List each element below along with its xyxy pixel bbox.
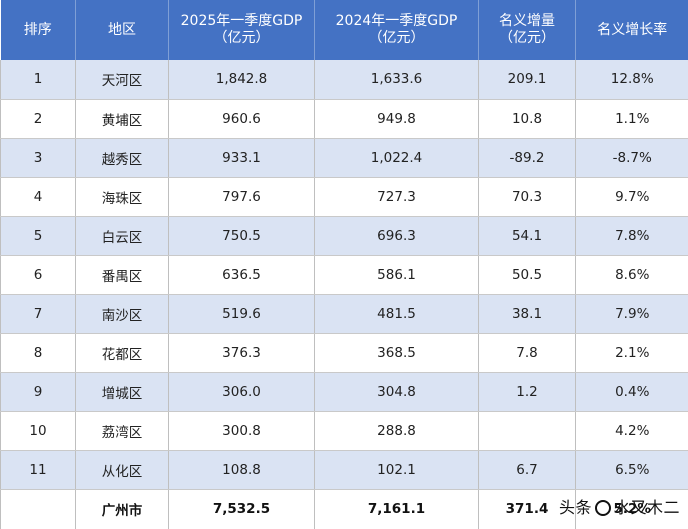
cell-col-gdp-2024: 368.5: [315, 333, 479, 372]
cell-col-rank: 3: [1, 138, 76, 177]
cell-col-district: 天河区: [76, 60, 169, 99]
cell-col-rank: 10: [1, 411, 76, 450]
watermark-name: 水又木二: [614, 498, 680, 517]
cell-col-increment: 70.3: [479, 177, 576, 216]
cell-col-district: 海珠区: [76, 177, 169, 216]
cell-col-gdp-2025: 1,842.8: [169, 60, 315, 99]
watermark-prefix: 头条: [559, 498, 592, 517]
cell-col-increment: 38.1: [479, 294, 576, 333]
header-col-gdp-2025: 2025年一季度GDP（亿元）: [169, 0, 315, 60]
cell-col-rank: 5: [1, 216, 76, 255]
cell-col-increment: [479, 411, 576, 450]
cell-col-growth-rate: 6.5%: [576, 450, 688, 489]
cell-col-gdp-2025: 750.5: [169, 216, 315, 255]
cell-col-district: 荔湾区: [76, 411, 169, 450]
cell-col-rank: 4: [1, 177, 76, 216]
cell-col-district: 从化区: [76, 450, 169, 489]
header-col-rank: 排序: [1, 0, 76, 60]
cell-col-gdp-2025: 636.5: [169, 255, 315, 294]
cell-col-growth-rate: 12.8%: [576, 60, 688, 99]
total-col-gdp-2025: 7,532.5: [169, 489, 315, 529]
cell-col-gdp-2024: 288.8: [315, 411, 479, 450]
cell-col-rank: 2: [1, 99, 76, 138]
cell-col-gdp-2024: 304.8: [315, 372, 479, 411]
header-col-growth-rate: 名义增长率: [576, 0, 688, 60]
cell-col-district: 花都区: [76, 333, 169, 372]
cell-col-gdp-2025: 960.6: [169, 99, 315, 138]
cell-col-increment: 7.8: [479, 333, 576, 372]
cell-col-growth-rate: -8.7%: [576, 138, 688, 177]
cell-col-district: 番禺区: [76, 255, 169, 294]
cell-col-district: 黄埔区: [76, 99, 169, 138]
cell-col-growth-rate: 2.1%: [576, 333, 688, 372]
total-col-gdp-2024: 7,161.1: [315, 489, 479, 529]
cell-col-gdp-2025: 108.8: [169, 450, 315, 489]
cell-col-increment: 54.1: [479, 216, 576, 255]
cell-col-increment: 10.8: [479, 99, 576, 138]
cell-col-gdp-2024: 481.5: [315, 294, 479, 333]
cell-col-gdp-2025: 300.8: [169, 411, 315, 450]
cell-col-gdp-2025: 306.0: [169, 372, 315, 411]
cell-col-growth-rate: 0.4%: [576, 372, 688, 411]
cell-col-district: 白云区: [76, 216, 169, 255]
cell-col-gdp-2024: 727.3: [315, 177, 479, 216]
cell-col-growth-rate: 4.2%: [576, 411, 688, 450]
total-col-rank: [1, 489, 76, 529]
cell-col-gdp-2024: 586.1: [315, 255, 479, 294]
cell-col-increment: 6.7: [479, 450, 576, 489]
cell-col-gdp-2025: 376.3: [169, 333, 315, 372]
cell-col-growth-rate: 8.6%: [576, 255, 688, 294]
cell-col-gdp-2024: 1,022.4: [315, 138, 479, 177]
cell-col-rank: 8: [1, 333, 76, 372]
watermark: 头条 水又木二: [559, 494, 680, 518]
cell-col-gdp-2024: 1,633.6: [315, 60, 479, 99]
cell-col-gdp-2025: 519.6: [169, 294, 315, 333]
cell-col-gdp-2024: 696.3: [315, 216, 479, 255]
cell-col-district: 增城区: [76, 372, 169, 411]
cell-col-gdp-2025: 933.1: [169, 138, 315, 177]
cell-col-rank: 11: [1, 450, 76, 489]
header-col-gdp-2024: 2024年一季度GDP（亿元）: [315, 0, 479, 60]
cell-col-rank: 1: [1, 60, 76, 99]
cell-col-increment: 1.2: [479, 372, 576, 411]
cell-col-growth-rate: 9.7%: [576, 177, 688, 216]
cell-col-gdp-2024: 102.1: [315, 450, 479, 489]
cell-col-rank: 7: [1, 294, 76, 333]
cell-col-rank: 6: [1, 255, 76, 294]
cell-col-gdp-2024: 949.8: [315, 99, 479, 138]
header-col-increment: 名义增量（亿元）: [479, 0, 576, 60]
cell-col-growth-rate: 7.9%: [576, 294, 688, 333]
cell-col-district: 南沙区: [76, 294, 169, 333]
cell-col-gdp-2025: 797.6: [169, 177, 315, 216]
cell-col-growth-rate: 1.1%: [576, 99, 688, 138]
cell-col-increment: 50.5: [479, 255, 576, 294]
cell-col-increment: 209.1: [479, 60, 576, 99]
cell-col-growth-rate: 7.8%: [576, 216, 688, 255]
header-col-district: 地区: [76, 0, 169, 60]
cell-col-district: 越秀区: [76, 138, 169, 177]
cell-col-increment: -89.2: [479, 138, 576, 177]
cell-col-rank: 9: [1, 372, 76, 411]
at-sign-icon: [595, 500, 611, 516]
total-col-district: 广州市: [76, 489, 169, 529]
